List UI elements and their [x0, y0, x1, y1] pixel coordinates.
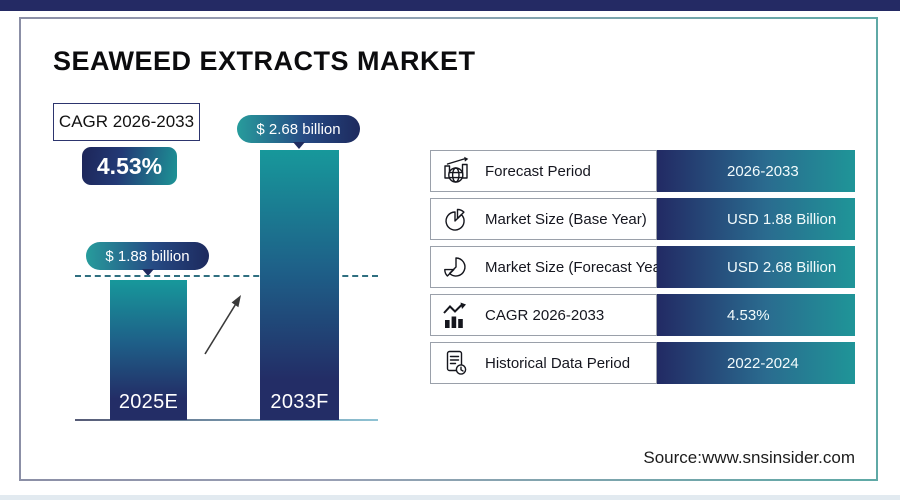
baseline-axis [75, 419, 378, 421]
table-row-label: Forecast Period [485, 162, 591, 180]
bar-value-callout-2033: $ 2.68 billion [237, 115, 360, 143]
table-row-value: 2026-2033 [657, 150, 855, 192]
bar-category-label: 2033F [270, 391, 329, 413]
table-row-value: USD 2.68 Billion [657, 246, 855, 288]
growth-arrow-icon [204, 295, 241, 355]
table-label-cell: Market Size (Base Year) [430, 198, 657, 240]
table-row-value: 4.53% [657, 294, 855, 336]
pie-chart-icon [440, 203, 472, 235]
bar-value-callout-2025: $ 1.88 billion [86, 242, 209, 270]
bottom-accent-strip [0, 495, 900, 500]
table-row: Market Size (Base Year) USD 1.88 Billion [430, 198, 855, 240]
globe-growth-icon [440, 155, 472, 187]
table-label-cell: Forecast Period [430, 150, 657, 192]
page-title: SEAWEED EXTRACTS MARKET [53, 46, 476, 76]
table-row-label: Historical Data Period [485, 354, 631, 372]
table-row-label: Market Size (Forecast Year) [485, 258, 671, 276]
table-row-value: 2022-2024 [657, 342, 855, 384]
bar-2025: 2025E [110, 280, 187, 420]
table-row: Market Size (Forecast Year) USD 2.68 Bil… [430, 246, 855, 288]
table-row: Forecast Period 2026-2033 [430, 150, 855, 192]
table-label-cell: CAGR 2026-2033 [430, 294, 657, 336]
document-clock-icon [440, 347, 472, 379]
table-row: CAGR 2026-2033 4.53% [430, 294, 855, 336]
table-row-label: Market Size (Base Year) [485, 210, 647, 228]
table-row-label: CAGR 2026-2033 [485, 306, 605, 324]
table-label-cell: Historical Data Period [430, 342, 657, 384]
top-accent-bar [0, 0, 900, 11]
cagr-period-box: CAGR 2026-2033 [53, 103, 200, 141]
bar-category-label: 2025E [118, 391, 179, 413]
pie-chart-icon [440, 251, 472, 283]
bar-2033: 2033F [260, 150, 339, 420]
table-row-value: USD 1.88 Billion [657, 198, 855, 240]
bar-growth-icon [440, 299, 472, 331]
reference-dashed-line [75, 275, 378, 277]
table-label-cell: Market Size (Forecast Year) [430, 246, 671, 288]
cagr-value-badge: 4.53% [82, 147, 177, 185]
source-attribution: Source:www.snsinsider.com [643, 448, 855, 467]
table-row: Historical Data Period 2022-2024 [430, 342, 855, 384]
